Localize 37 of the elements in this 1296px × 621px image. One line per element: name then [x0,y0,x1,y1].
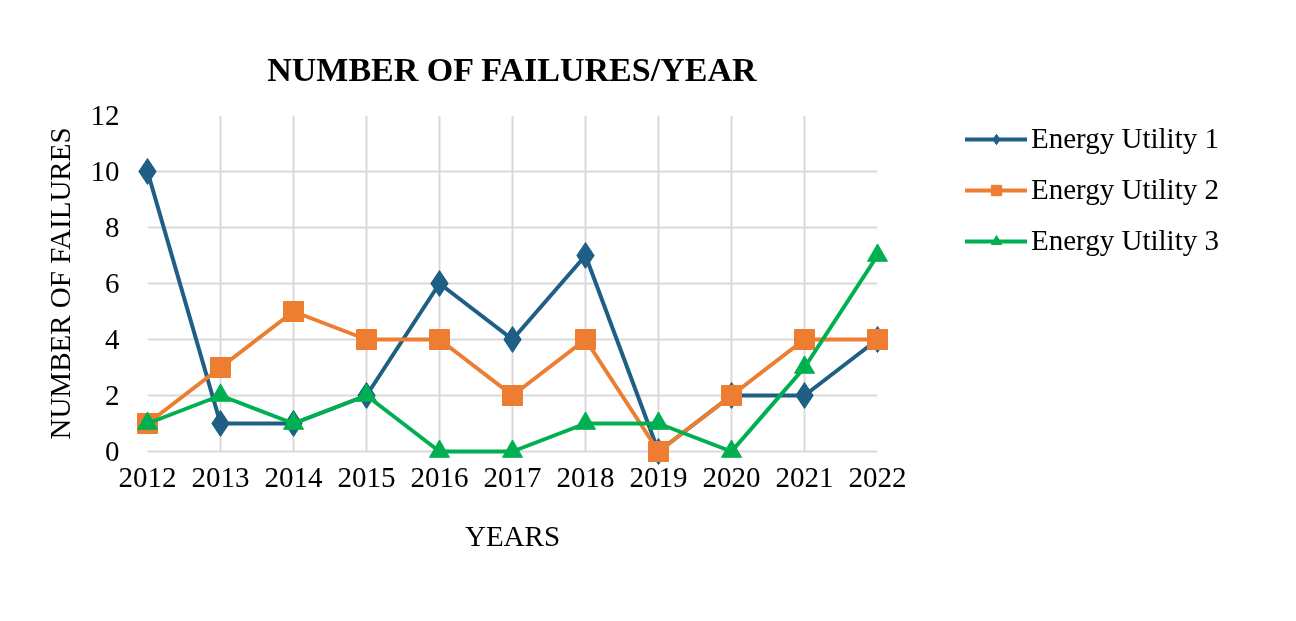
point [430,270,449,297]
legend-label: Energy Utility 1 [1031,122,1219,155]
chart-title: NUMBER OF FAILURES/YEAR [267,50,757,88]
y-tick-label: 6 [105,267,120,299]
point [429,329,450,350]
y-tick-label: 2 [105,379,120,411]
point [503,326,522,353]
x-tick-label: 2015 [337,460,396,493]
point [210,357,231,378]
point [794,329,815,350]
legend-label: Energy Utility 2 [1031,173,1219,206]
point [576,242,595,269]
point [283,301,304,322]
point [211,410,230,437]
y-tick-label: 8 [105,211,120,243]
x-tick-label: 2016 [410,460,469,493]
point [795,382,814,409]
x-tick-label: 2012 [118,460,177,493]
x-tick-label: 2017 [483,460,542,493]
y-tick-label: 0 [105,435,120,467]
x-axis-title: YEARS [464,519,561,552]
y-tick-label: 12 [90,99,120,131]
x-tick-label: 2013 [191,460,250,493]
x-tick-label: 2022 [848,460,907,493]
y-axis-title: NUMBER OF FAILURES [43,127,76,440]
point [138,158,157,185]
x-tick-label: 2014 [264,460,323,493]
y-tick-label: 10 [90,155,120,187]
x-tick-label: 2021 [775,460,834,493]
y-tick-label: 4 [105,323,120,355]
point [575,329,596,350]
x-tick-label: 2018 [556,460,615,493]
x-tick-label: 2020 [702,460,761,493]
point [502,385,523,406]
legend-label: Energy Utility 3 [1031,224,1219,257]
point [356,329,377,350]
x-tick-label: 2019 [629,460,688,493]
